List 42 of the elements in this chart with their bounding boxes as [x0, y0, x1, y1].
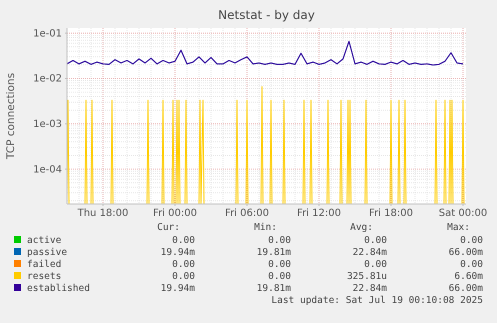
- chart-title: Netstat - by day: [218, 8, 315, 22]
- text: 0.00: [172, 235, 196, 246]
- y-axis-title: TCP connections: [5, 72, 17, 160]
- x-tick-label: Thu 18:00: [76, 208, 128, 220]
- text: 0.00: [172, 259, 196, 270]
- x-tick-label: Fri 12:00: [297, 208, 341, 220]
- x-tick-label: Fri 00:00: [153, 208, 197, 220]
- legend-label: established: [27, 283, 90, 294]
- text: 0.00: [172, 271, 196, 282]
- text: 6.60m: [454, 271, 484, 282]
- text: 0.00: [460, 235, 484, 246]
- text: 19.81m: [256, 247, 292, 258]
- x-tick-label: Sat 00:00: [438, 208, 488, 220]
- text: 66.00m: [448, 283, 484, 294]
- text: Min:: [254, 222, 277, 233]
- y-tick-label: 1e-03: [33, 119, 62, 130]
- text: Avg:: [350, 222, 373, 233]
- text: 22.84m: [352, 247, 388, 258]
- text: 19.81m: [256, 283, 292, 294]
- text: 325.81u: [346, 271, 387, 282]
- text: 19.94m: [160, 247, 196, 258]
- text: 0.00: [268, 271, 292, 282]
- text: 0.00: [460, 259, 484, 270]
- text: Cur:: [157, 222, 180, 233]
- x-tick-label: Fri 18:00: [369, 208, 413, 220]
- y-tick-label: 1e-04: [33, 164, 62, 176]
- x-tick-label: Fri 06:00: [225, 208, 269, 220]
- text: 19.94m: [160, 283, 196, 294]
- legend-label: resets: [27, 271, 62, 282]
- text: Max:: [447, 222, 470, 233]
- legend-label: failed: [27, 259, 62, 270]
- text: 22.84m: [352, 283, 388, 294]
- text: Last update: Sat Jul 19 00:10:08 2025: [271, 295, 483, 306]
- y-tick-label: 1e-02: [33, 74, 62, 85]
- y-tick-label: 1e-01: [33, 28, 62, 40]
- legend-label: active: [27, 235, 62, 246]
- text: 0.00: [364, 235, 388, 246]
- text: 0.00: [268, 235, 292, 246]
- legend-label: passive: [27, 247, 68, 258]
- text: 66.00m: [448, 247, 484, 258]
- text: 0.00: [268, 259, 292, 270]
- text: 0.00: [364, 259, 388, 270]
